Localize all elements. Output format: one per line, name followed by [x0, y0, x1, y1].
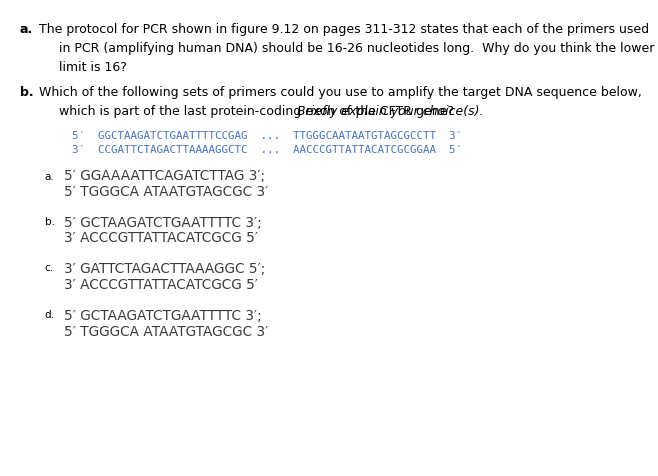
- Text: 5′  GGCTAAGATCTGAATTTTCCGAG  ...  TTGGGCAATAATGTAGCGCCTT  3′: 5′ GGCTAAGATCTGAATTTTCCGAG ... TTGGGCAAT…: [72, 130, 463, 140]
- Text: 3′  CCGATTCTAGACTTAAAAGGCTC  ...  AACCCGTTATTACATCGCGGAA  5′: 3′ CCGATTCTAGACTTAAAAGGCTC ... AACCCGTTA…: [72, 145, 463, 155]
- Text: limit is 16?: limit is 16?: [59, 61, 127, 74]
- Text: 5′ TGGGCA ATAATGTAGCGC 3′: 5′ TGGGCA ATAATGTAGCGC 3′: [64, 185, 268, 198]
- Text: d.: d.: [45, 309, 55, 319]
- Text: 5′ GCTAAGATCTGAATTTTC 3′;: 5′ GCTAAGATCTGAATTTTC 3′;: [64, 215, 263, 229]
- Text: a.: a.: [20, 23, 33, 36]
- Text: Which of the following sets of primers could you use to amplify the target DNA s: Which of the following sets of primers c…: [39, 86, 642, 99]
- Text: which is part of the last protein-coding exon of the CFTR gene?: which is part of the last protein-coding…: [59, 105, 462, 118]
- Text: 3′ ACCCGTTATTACATCGCG 5′: 3′ ACCCGTTATTACATCGCG 5′: [64, 231, 259, 245]
- Text: 5′ GCTAAGATCTGAATTTTC 3′;: 5′ GCTAAGATCTGAATTTTC 3′;: [64, 308, 263, 322]
- Text: Briefly explain your choice(s).: Briefly explain your choice(s).: [297, 105, 483, 118]
- Text: b.: b.: [20, 86, 34, 99]
- Text: 3′ GATTCTAGACTTAAAGGC 5′;: 3′ GATTCTAGACTTAAAGGC 5′;: [64, 262, 266, 276]
- Text: 5′ GGAAAATTCAGATCTTAG 3′;: 5′ GGAAAATTCAGATCTTAG 3′;: [64, 169, 266, 183]
- Text: 5′ TGGGCA ATAATGTAGCGC 3′: 5′ TGGGCA ATAATGTAGCGC 3′: [64, 324, 268, 338]
- Text: 3′ ACCCGTTATTACATCGCG 5′: 3′ ACCCGTTATTACATCGCG 5′: [64, 278, 259, 291]
- Text: b.: b.: [45, 217, 55, 227]
- Text: c.: c.: [45, 263, 54, 273]
- Text: in PCR (amplifying human DNA) should be 16-26 nucleotides long.  Why do you thin: in PCR (amplifying human DNA) should be …: [59, 42, 655, 55]
- Text: The protocol for PCR shown in figure 9.12 on pages 311-312 states that each of t: The protocol for PCR shown in figure 9.1…: [39, 23, 649, 36]
- Text: a.: a.: [45, 171, 55, 181]
